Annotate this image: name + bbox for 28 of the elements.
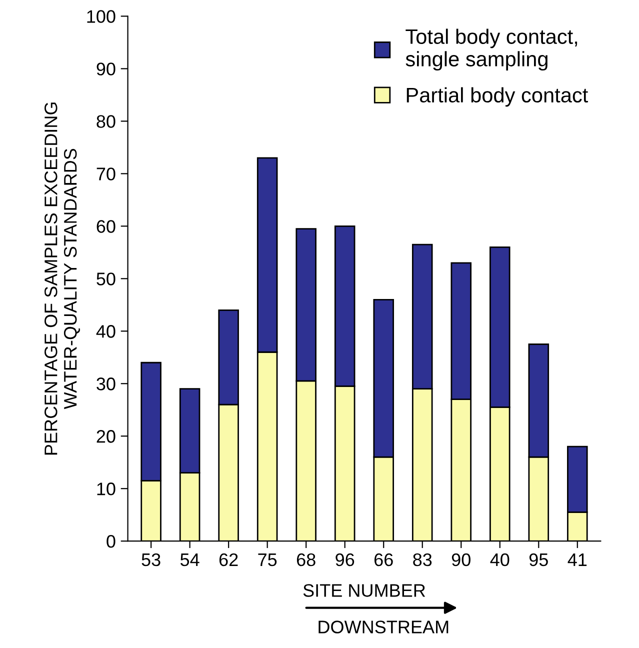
x-tick-label: 96 — [336, 553, 354, 566]
x-tick-label: 95 — [529, 553, 548, 566]
x-tick-label: 54 — [180, 554, 200, 566]
y-tick-label: 50 — [96, 272, 116, 286]
y-tick-label: 10 — [97, 482, 116, 496]
text: DOWNSTREAM — [318, 620, 448, 634]
x-tick-label: 83 — [413, 553, 432, 566]
x-tick-label: 90 — [452, 553, 470, 566]
y-tick-label: 20 — [96, 430, 116, 443]
y-tick-label: 40 — [96, 325, 116, 338]
x-axis-title: SITE NUMBER — [303, 584, 426, 597]
y-tick-label: 30 — [96, 378, 116, 390]
x-tick-label: 68 — [296, 553, 316, 566]
y-axis-title: PERCENTAGE OF SAMPLES EXCEEDING WATER-QUALITY STANDARDS — [44, 102, 80, 455]
x-tick-label: 40 — [490, 553, 510, 566]
y-tick-label: 60 — [96, 220, 116, 233]
y-tick-label: 80 — [96, 115, 116, 128]
y-tick-label: 100 — [87, 10, 116, 23]
y-tick-label: 90 — [96, 62, 116, 76]
legend-label: Total body contact, single sampling — [406, 28, 578, 71]
legend-label: Partial body contact — [406, 87, 588, 107]
x-tick-label: 66 — [374, 553, 393, 566]
x-tick-label: 41 — [568, 554, 587, 566]
y-tick-label: 70 — [96, 168, 116, 180]
y-tick-label: 0 — [106, 535, 116, 548]
x-tick-label: 53 — [142, 553, 160, 566]
x-tick-label: 75 — [258, 554, 277, 566]
x-tick-label: 62 — [219, 553, 238, 566]
